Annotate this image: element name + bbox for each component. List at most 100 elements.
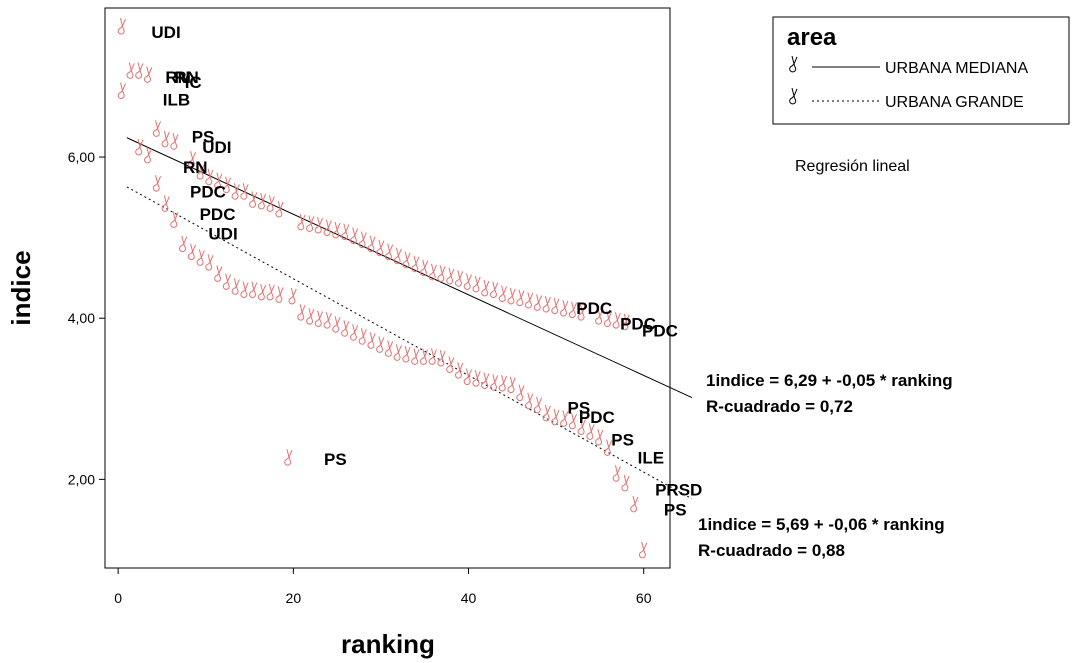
data-point-grande-6	[179, 235, 188, 253]
data-point-mediana-48	[560, 299, 569, 317]
data-point-mediana-38	[472, 275, 481, 293]
point-label-grande-6: PS	[664, 501, 687, 520]
data-point-grande-1	[135, 138, 144, 156]
data-point-grande-34	[419, 348, 429, 365]
data-point-grande-32	[402, 345, 411, 363]
data-point-mediana-22	[332, 221, 341, 239]
data-point-grande-31	[393, 344, 402, 361]
data-point-mediana-1	[126, 62, 135, 79]
r-squared-mediana: R-cuadrado = 0,72	[706, 397, 853, 416]
data-point-mediana-7	[187, 150, 197, 168]
data-point-grande-28	[367, 332, 376, 349]
regression-lines	[126, 137, 693, 500]
data-point-grande-13	[240, 281, 249, 299]
data-point-grande-39	[463, 368, 472, 386]
data-point-mediana-33	[428, 263, 437, 281]
data-point-grande-4	[161, 195, 170, 212]
data-point-grande-7	[187, 243, 197, 261]
x-axis: 0 20 40 60	[114, 568, 652, 606]
data-point-mediana-20	[314, 216, 324, 234]
data-point-mediana-24	[349, 227, 359, 245]
equation-grande: 1indice = 5,69 + -0,06 * ranking	[698, 515, 945, 534]
data-point-grande-49	[551, 408, 560, 426]
legend-entry-mediana: URBANA MEDIANA	[885, 60, 1028, 77]
y-tick-label-1: 4,00	[68, 310, 95, 326]
data-point-grande-56	[612, 465, 621, 482]
data-point-mediana-52	[603, 310, 613, 328]
x-tick-label-1: 20	[286, 590, 302, 606]
y-axis-title: indice	[6, 250, 36, 325]
data-point-grande-15	[257, 283, 267, 301]
point-label-mediana-3: IC	[185, 73, 202, 92]
data-point-mediana-32	[419, 259, 429, 277]
data-point-grande-23	[323, 312, 332, 329]
data-point-grande-38	[455, 362, 464, 379]
point-label-mediana-2: RN	[174, 68, 199, 87]
data-point-grande-33	[411, 348, 420, 365]
point-label-mediana-9: PDC	[200, 205, 236, 224]
data-point-grande-51	[568, 412, 578, 430]
data-point-grande-14	[249, 281, 258, 299]
data-point-mediana-53	[612, 312, 621, 329]
data-point-grande-54	[595, 428, 604, 446]
data-point-mediana-5	[161, 130, 170, 148]
data-point-grande-17	[275, 286, 284, 303]
data-point-mediana-25	[358, 231, 367, 249]
legend-marker-mediana	[789, 55, 798, 73]
data-point-grande-22	[314, 310, 324, 328]
data-point-mediana-49	[568, 301, 578, 319]
data-point-grande-9	[205, 254, 214, 271]
data-point-grande-16	[266, 283, 275, 301]
data-point-mediana-37	[463, 273, 472, 290]
point-label-mediana-11: PDC	[576, 299, 612, 318]
y-axis: 2,00 4,00 6,00	[68, 149, 105, 487]
point-label-mediana-5: PS	[192, 128, 215, 147]
point-label-mediana-13: PDC	[642, 322, 678, 341]
data-point-grande-50	[560, 410, 569, 427]
data-point-grande-20	[297, 304, 306, 321]
data-point-mediana-31	[411, 255, 420, 273]
point-label-mediana-10: UDI	[208, 224, 237, 243]
data-point-mediana-0	[117, 17, 126, 35]
point-label-grande-4: ILE	[638, 448, 664, 467]
data-point-grande-18	[284, 449, 293, 466]
data-point-grande-10	[214, 265, 223, 282]
data-point-grande-35	[428, 348, 437, 365]
data-point-mediana-34	[437, 265, 446, 282]
data-point-grande-42	[490, 374, 499, 391]
data-point-mediana-27	[376, 239, 385, 257]
point-label-mediana-4: ILB	[163, 91, 190, 110]
point-label-grande-5: PRSD	[655, 481, 702, 500]
data-point-mediana-44	[525, 291, 534, 309]
r-squared-grande: R-cuadrado = 0,88	[698, 541, 845, 560]
data-point-mediana-3	[144, 66, 153, 83]
data-point-grande-2	[144, 146, 153, 164]
data-point-grande-19	[288, 287, 297, 305]
point-label-grande-0: PS	[324, 450, 347, 469]
data-point-grande-41	[481, 372, 490, 390]
data-point-mediana-17	[275, 200, 284, 218]
data-point-mediana-4	[152, 120, 162, 137]
data-point-grande-43	[498, 374, 508, 392]
legend-entry-grande: URBANA GRANDE	[885, 94, 1024, 111]
point-label-mediana-7: RN	[183, 158, 208, 177]
plot-frame	[104, 7, 671, 569]
data-point-grande-53	[586, 423, 595, 440]
data-point-grande-11	[222, 273, 232, 290]
x-axis-title: ranking	[341, 629, 435, 659]
data-point-mediana-18	[297, 213, 306, 231]
data-point-mediana-54	[621, 313, 630, 331]
x-tick-label-2: 40	[461, 590, 477, 606]
data-point-grande-21	[306, 308, 315, 325]
data-point-grande-26	[349, 324, 359, 341]
data-point-grande-47	[533, 396, 543, 414]
data-point-grande-52	[577, 418, 586, 436]
data-point-mediana-45	[533, 294, 543, 311]
data-point-grande-59	[638, 541, 648, 559]
data-point-mediana-14	[249, 191, 258, 208]
equation-mediana: 1indice = 6,29 + -0,05 * ranking	[706, 371, 953, 390]
data-point-grande-3	[152, 175, 162, 192]
point-label-mediana-12: PDC	[620, 315, 656, 334]
data-point-mediana-50	[577, 304, 586, 321]
data-point-mediana-41	[498, 285, 508, 303]
